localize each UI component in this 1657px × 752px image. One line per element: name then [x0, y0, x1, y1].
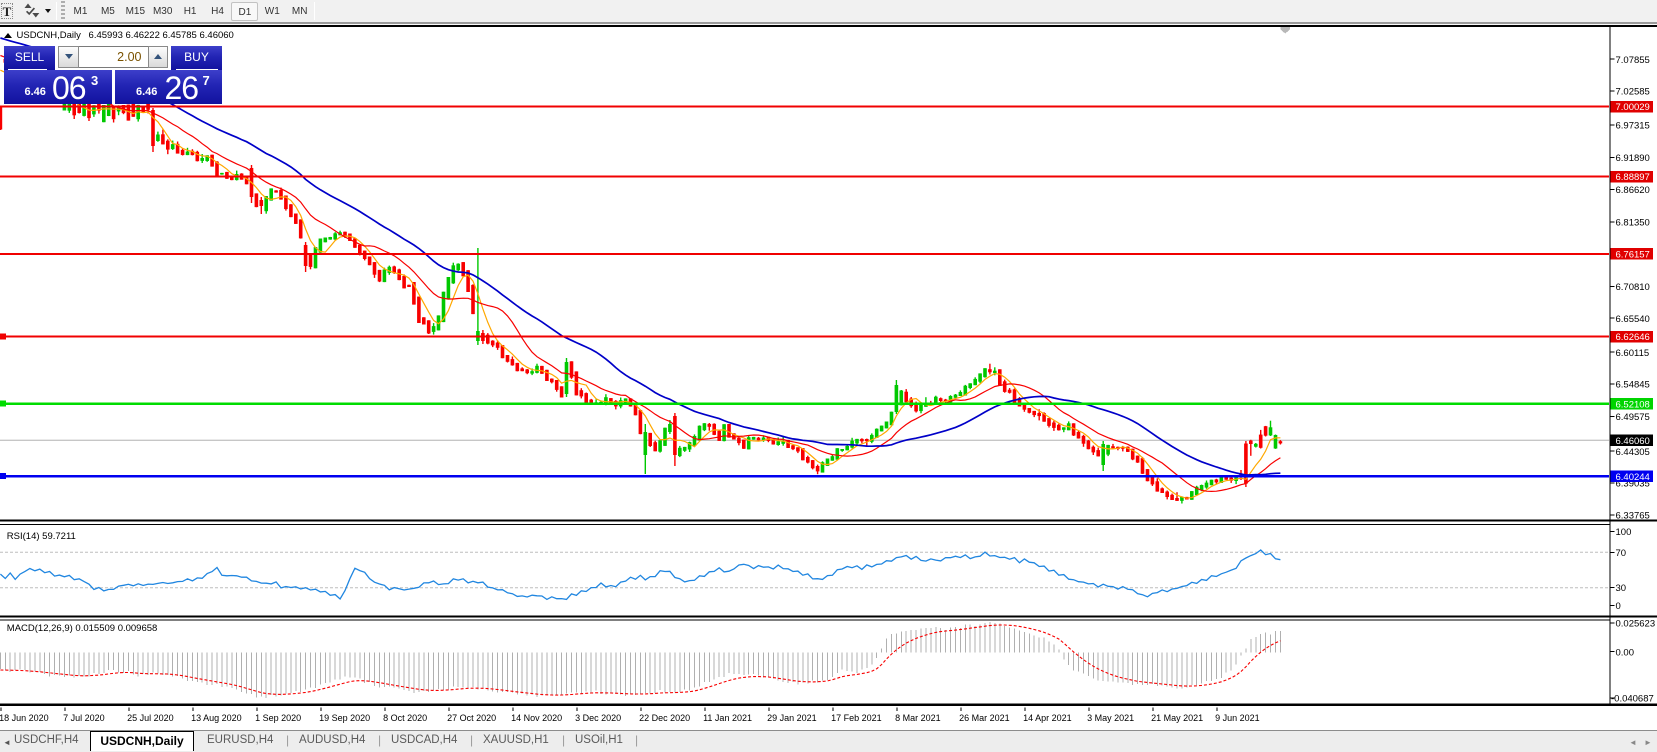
svg-text:6.49575: 6.49575 — [1616, 412, 1650, 423]
svg-text:6.52108: 6.52108 — [1616, 399, 1650, 410]
svg-text:22 Dec 2020: 22 Dec 2020 — [639, 713, 690, 723]
svg-text:6.86620: 6.86620 — [1616, 185, 1650, 196]
svg-text:0.025623: 0.025623 — [1616, 619, 1656, 630]
svg-text:0: 0 — [1616, 601, 1621, 612]
svg-text:0.00: 0.00 — [1616, 647, 1635, 658]
svg-text:6.76157: 6.76157 — [1616, 249, 1650, 260]
svg-text:26 Mar 2021: 26 Mar 2021 — [959, 713, 1010, 723]
svg-text:6.33765: 6.33765 — [1616, 511, 1650, 522]
svg-text:6.60115: 6.60115 — [1616, 348, 1650, 359]
svg-text:7.02585: 7.02585 — [1616, 87, 1650, 98]
svg-text:6.40244: 6.40244 — [1616, 472, 1650, 483]
svg-text:-0.040687: -0.040687 — [1611, 694, 1654, 705]
svg-text:6.81350: 6.81350 — [1616, 218, 1650, 229]
svg-text:14 Nov 2020: 14 Nov 2020 — [511, 713, 562, 723]
svg-text:6.46060: 6.46060 — [1616, 436, 1650, 447]
svg-text:3 Dec 2020: 3 Dec 2020 — [575, 713, 621, 723]
svg-text:19 Sep 2020: 19 Sep 2020 — [319, 713, 370, 723]
svg-text:6.62646: 6.62646 — [1616, 332, 1650, 343]
svg-text:7 Jul 2020: 7 Jul 2020 — [63, 713, 105, 723]
svg-text:100: 100 — [1616, 527, 1632, 538]
svg-text:6.70810: 6.70810 — [1616, 282, 1650, 293]
svg-text:27 Oct 2020: 27 Oct 2020 — [447, 713, 496, 723]
svg-text:1 Sep 2020: 1 Sep 2020 — [255, 713, 301, 723]
svg-text:7.00029: 7.00029 — [1616, 102, 1650, 113]
svg-text:6.88897: 6.88897 — [1616, 172, 1650, 183]
svg-text:8 Mar 2021: 8 Mar 2021 — [895, 713, 941, 723]
svg-text:25 Jul 2020: 25 Jul 2020 — [127, 713, 174, 723]
svg-text:17 Feb 2021: 17 Feb 2021 — [831, 713, 882, 723]
svg-text:30: 30 — [1616, 583, 1627, 594]
svg-text:18 Jun 2020: 18 Jun 2020 — [0, 713, 49, 723]
svg-text:6.65540: 6.65540 — [1616, 314, 1650, 325]
svg-text:9 Jun 2021: 9 Jun 2021 — [1215, 713, 1260, 723]
svg-text:21 May 2021: 21 May 2021 — [1151, 713, 1203, 723]
svg-text:6.44305: 6.44305 — [1616, 447, 1650, 458]
svg-text:6.39035: 6.39035 — [1616, 479, 1650, 490]
svg-text:7.07855: 7.07855 — [1616, 55, 1650, 66]
svg-text:70: 70 — [1616, 548, 1627, 559]
svg-text:13 Aug 2020: 13 Aug 2020 — [191, 713, 242, 723]
svg-text:11 Jan 2021: 11 Jan 2021 — [703, 713, 752, 723]
svg-text:3 May 2021: 3 May 2021 — [1087, 713, 1134, 723]
svg-text:8 Oct 2020: 8 Oct 2020 — [383, 713, 427, 723]
svg-text:6.91890: 6.91890 — [1616, 153, 1650, 164]
svg-text:29 Jan 2021: 29 Jan 2021 — [767, 713, 817, 723]
svg-text:6.54845: 6.54845 — [1616, 380, 1650, 391]
svg-text:6.97315: 6.97315 — [1616, 121, 1650, 132]
svg-text:14 Apr 2021: 14 Apr 2021 — [1023, 713, 1072, 723]
